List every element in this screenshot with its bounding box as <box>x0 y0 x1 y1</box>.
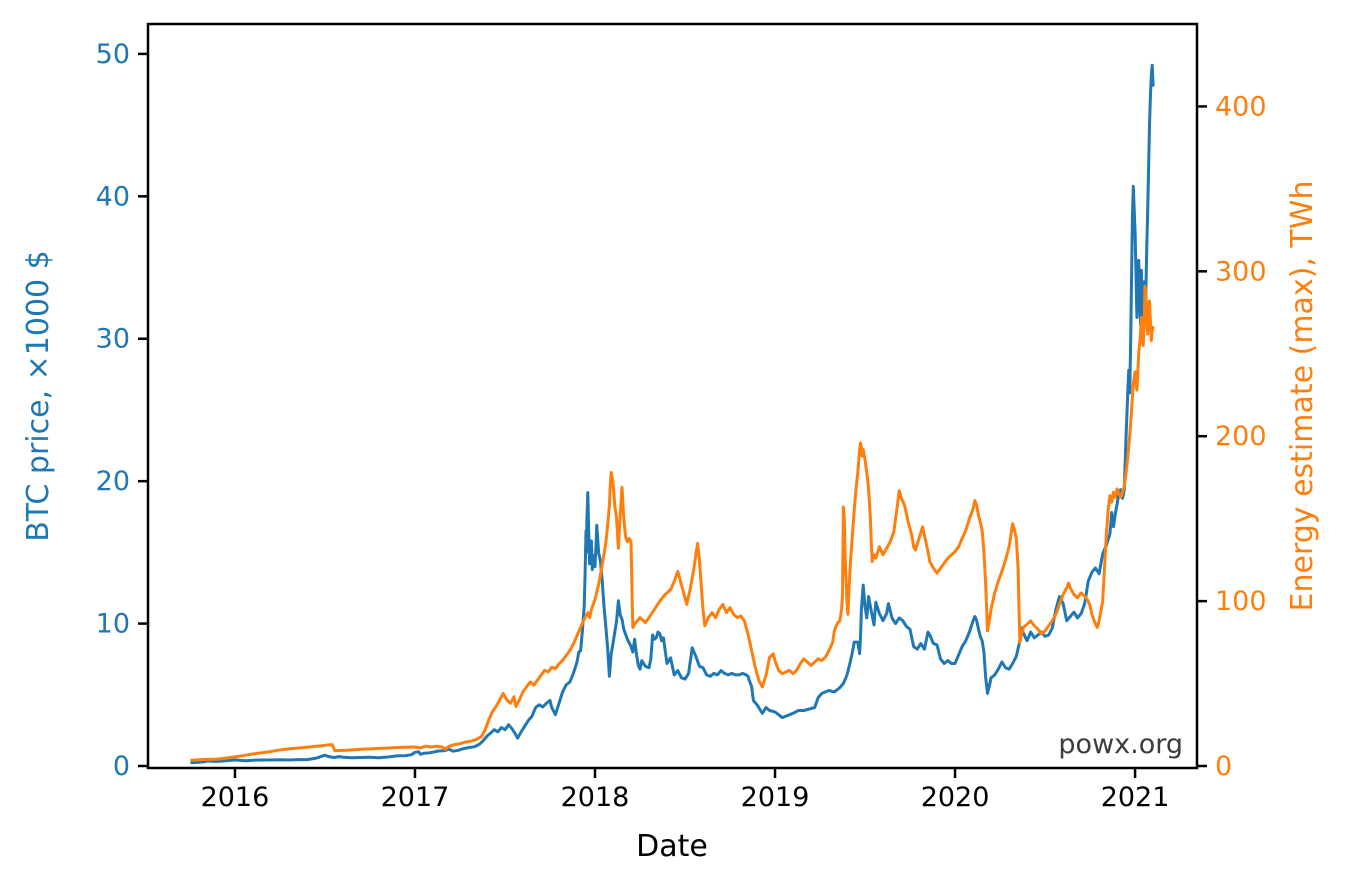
series-line-btc-price <box>190 63 1155 765</box>
series-lines <box>190 63 1155 765</box>
x-tick-label: 2018 <box>561 782 630 813</box>
x-tick-label: 2021 <box>1101 782 1170 813</box>
right-tick-label: 100 <box>1215 586 1267 617</box>
left-tick-label: 40 <box>96 181 130 212</box>
right-tick-label: 300 <box>1215 256 1267 287</box>
left-tick-label: 50 <box>96 39 130 70</box>
right-axis-label: Energy estimate (max), TWh <box>1285 181 1320 612</box>
watermark-text: powx.org <box>1058 729 1183 760</box>
plot-area-border <box>146 22 1199 770</box>
right-axis-ticks: 0 100 200 300 400 <box>1197 91 1267 782</box>
left-tick-label: 10 <box>96 609 130 640</box>
x-tick-label: 2020 <box>921 782 990 813</box>
left-tick-label: 0 <box>113 751 130 782</box>
left-axis-ticks: 0 10 20 30 40 50 <box>96 39 148 782</box>
x-tick-label: 2019 <box>741 782 810 813</box>
x-axis-label: Date <box>636 829 708 864</box>
right-tick-label: 0 <box>1215 751 1232 782</box>
x-axis-ticks: 2016 2017 2018 2019 2020 2021 <box>201 768 1170 813</box>
x-tick-label: 2017 <box>381 782 450 813</box>
left-tick-label: 20 <box>96 466 130 497</box>
right-tick-label: 400 <box>1215 91 1267 122</box>
right-tick-label: 200 <box>1215 421 1267 452</box>
series-line-energy-estimate <box>190 284 1155 762</box>
left-tick-label: 30 <box>96 324 130 355</box>
left-axis-label: BTC price, ×1000 $ <box>21 250 56 541</box>
x-tick-label: 2016 <box>201 782 270 813</box>
